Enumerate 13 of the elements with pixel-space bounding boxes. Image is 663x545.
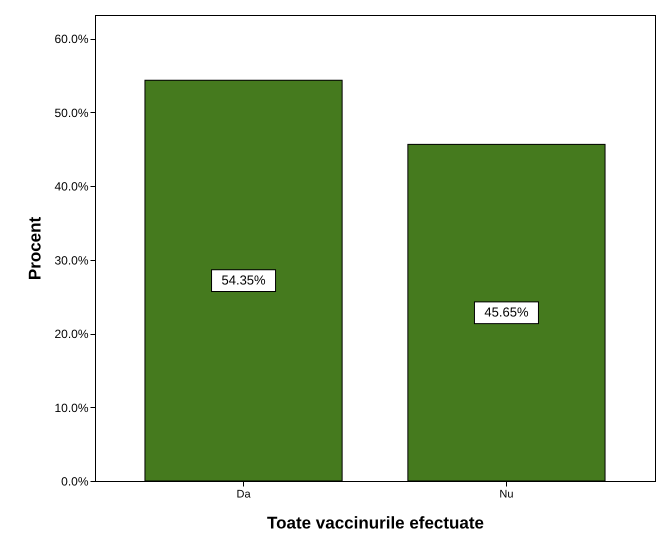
x-axis-title: Toate vaccinurile efectuate	[267, 514, 484, 532]
x-tick-label: Da	[236, 488, 252, 500]
y-tick-label: 40.0%	[54, 180, 89, 194]
data-label: 45.65%	[484, 304, 529, 320]
y-tick-label: 10.0%	[54, 400, 89, 415]
y-tick-label: 0.0%	[61, 474, 89, 488]
data-label: 54.35%	[222, 272, 266, 288]
x-tick-label: Nu	[499, 488, 514, 500]
y-tick-label: 20.0%	[54, 327, 89, 342]
y-tick-label: 50.0%	[54, 106, 89, 120]
y-axis-title: Procent	[25, 216, 44, 280]
y-tick-label: 30.0%	[54, 253, 89, 268]
y-tick-label: 60.0%	[54, 32, 89, 46]
